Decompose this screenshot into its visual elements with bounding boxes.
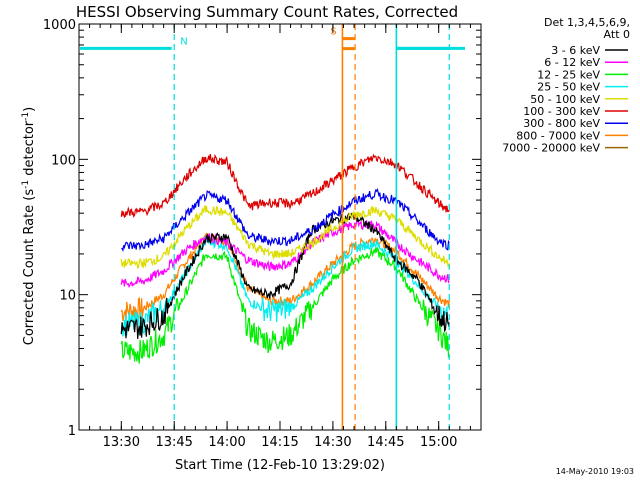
x-axis-label: Start Time (12-Feb-10 13:29:02): [175, 458, 385, 473]
x-tick-label: 14:30: [314, 435, 351, 450]
chart-title: HESSI Observing Summary Count Rates, Cor…: [76, 3, 458, 21]
legend-label-5: 50 - 100 keV: [530, 93, 600, 106]
interval-label-s: S: [330, 27, 336, 38]
series-line-1: [120, 212, 450, 339]
legend-label-3: 12 - 25 keV: [537, 68, 600, 81]
x-tick-label: 15:00: [420, 435, 457, 450]
legend-label-4: 25 - 50 keV: [537, 81, 600, 94]
series-line-2: [120, 218, 450, 289]
x-tick-label: 14:15: [261, 435, 298, 450]
legend-label-9: 7000 - 20000 keV: [502, 142, 600, 155]
y-axis-label-mid: detector: [22, 120, 37, 180]
plot-frame: [78, 23, 482, 431]
axes: 1 10 100 1000 13:30 13:45 14:00 14:15 14:30 14:45…: [43, 18, 482, 450]
legend-header-1: Det 1,3,4,5,6,9,: [544, 16, 630, 29]
plot-area: NS: [80, 24, 465, 430]
footer-timestamp: 14-May-2010 19:03: [556, 467, 634, 476]
interval-label-n: N: [180, 36, 187, 47]
x-tick-label: 14:00: [208, 435, 245, 450]
series-line-6: [120, 153, 450, 219]
y-axis-label-sup1: -1: [21, 180, 31, 189]
x-tick-label: 13:30: [103, 435, 140, 450]
legend-label-6: 100 - 300 keV: [523, 105, 600, 118]
y-tick-label: 10: [59, 289, 76, 304]
series-line-5: [120, 205, 450, 270]
series-line-8: [120, 232, 450, 322]
series-line-3: [120, 246, 450, 364]
y-tick-label: 100: [51, 153, 76, 168]
series-line-7: [121, 187, 450, 252]
legend-label-1: 3 - 6 keV: [551, 44, 600, 57]
x-tick-label: 14:45: [367, 435, 404, 450]
y-axis-label: Corrected Count Rate (s-1 detector-1): [21, 107, 37, 345]
y-axis-label-end: ): [22, 107, 37, 112]
legend-header-2: Att 0: [604, 28, 630, 41]
legend-label-8: 800 - 7000 keV: [516, 129, 600, 142]
y-tick-label: 1000: [43, 18, 76, 33]
legend-label-7: 300 - 800 keV: [523, 117, 600, 130]
y-tick-label: 1: [68, 424, 76, 439]
y-axis-label-main: Corrected Count Rate (s: [22, 189, 37, 346]
x-tick-label: 13:45: [155, 435, 192, 450]
legend-label-2: 6 - 12 keV: [544, 56, 600, 69]
y-axis-label-sup2: -1: [21, 112, 31, 121]
